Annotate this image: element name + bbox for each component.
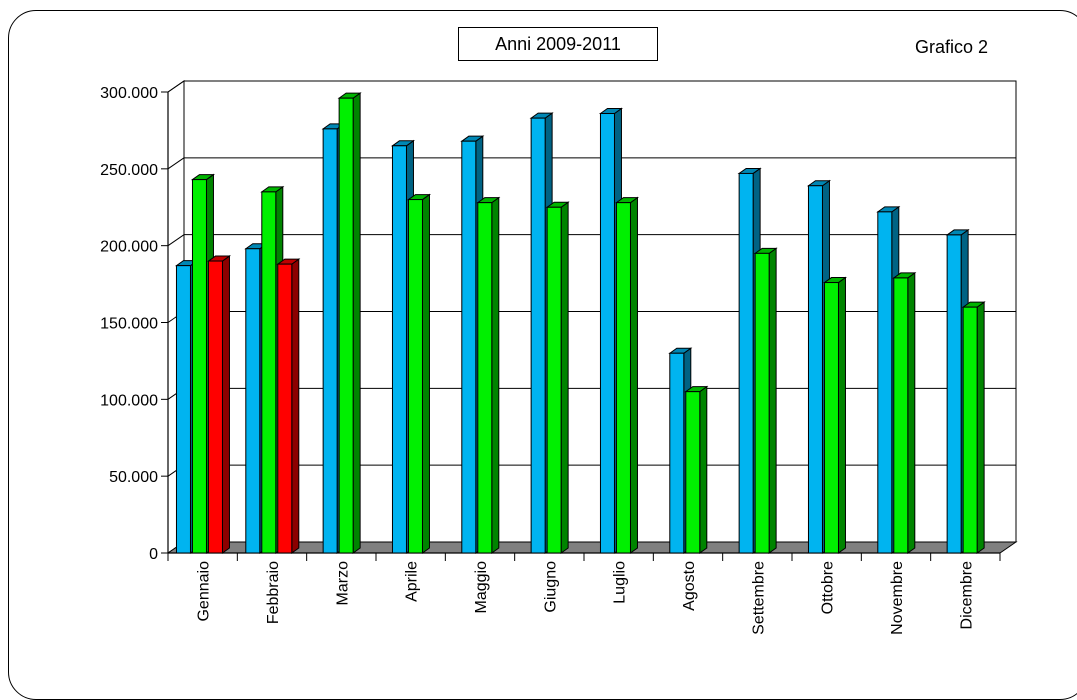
bar [615, 202, 631, 554]
bar [530, 117, 546, 554]
bar [685, 391, 701, 554]
bar [207, 260, 223, 554]
bar [175, 265, 191, 554]
bar-side [491, 196, 500, 554]
bar [391, 145, 407, 554]
bar-side [768, 247, 777, 554]
y-tick-label: 300.000 [100, 85, 158, 102]
bar [477, 202, 493, 554]
bar [245, 248, 261, 554]
bar-side [629, 196, 638, 554]
chart-number-label: Grafico 2 [915, 37, 989, 57]
x-tick-label: Ottobre [820, 561, 837, 614]
bar-side [560, 201, 569, 554]
bar-side [221, 255, 230, 554]
x-tick-label: Aprile [404, 561, 421, 602]
bar-side [907, 271, 916, 554]
x-tick-label: Luglio [612, 561, 629, 604]
bar [807, 185, 823, 554]
bar [599, 113, 615, 554]
bar [407, 199, 423, 554]
y-tick-label: 200.000 [100, 239, 158, 256]
gridline-side [167, 157, 185, 170]
bar [461, 140, 477, 554]
x-tick-label: Agosto [681, 561, 698, 611]
x-tick-label: Dicembre [958, 561, 975, 630]
bar-side [837, 276, 846, 554]
bar-side [699, 385, 708, 554]
gridline-side [167, 234, 185, 247]
bar [877, 211, 893, 554]
y-tick-label: 100.000 [100, 392, 158, 409]
bar [893, 277, 909, 554]
bar [338, 97, 354, 554]
bar-chart: 0 50.000 100.000 150.000 200.000 250.000 300.0… [100, 80, 1018, 635]
bar [669, 352, 685, 554]
x-tick-label: Giugno [542, 561, 559, 613]
bar-side [352, 92, 361, 554]
bar [191, 179, 207, 554]
y-tick-label: 0 [149, 546, 158, 563]
chart-title: Anni 2009-2011 [458, 27, 658, 61]
bar [261, 191, 277, 554]
bar [962, 306, 978, 554]
bar [754, 252, 770, 554]
x-tick-label: Novembre [889, 561, 906, 635]
y-tick-label: 150.000 [100, 316, 158, 333]
y-tick-label: 50.000 [109, 469, 158, 486]
bar [546, 206, 562, 554]
bar [738, 172, 754, 554]
y-tick-label: 250.000 [100, 162, 158, 179]
x-tick-label: Gennaio [196, 561, 213, 622]
x-tick-label: Febbraio [265, 561, 282, 624]
x-tick-label: Maggio [473, 561, 490, 614]
x-tick-label: Marzo [334, 561, 351, 606]
bar [277, 263, 293, 554]
bar-side [976, 301, 985, 554]
bar-side [291, 258, 300, 554]
gridline-side [167, 80, 185, 93]
bar [823, 282, 839, 554]
bar [322, 128, 338, 554]
x-tick-label: Settembre [750, 561, 767, 635]
bar [946, 234, 962, 554]
bar-side [421, 193, 430, 554]
